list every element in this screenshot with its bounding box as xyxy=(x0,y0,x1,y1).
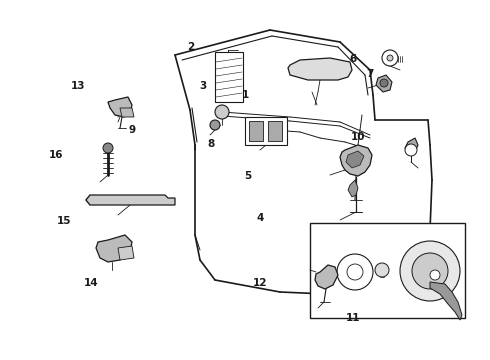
Circle shape xyxy=(382,50,398,66)
Polygon shape xyxy=(118,246,134,260)
Text: 11: 11 xyxy=(345,312,360,323)
Circle shape xyxy=(103,143,113,153)
Circle shape xyxy=(347,264,363,280)
Polygon shape xyxy=(315,265,338,289)
Text: 7: 7 xyxy=(366,69,374,79)
Text: 8: 8 xyxy=(207,139,214,149)
Polygon shape xyxy=(405,138,418,153)
Text: 10: 10 xyxy=(350,132,365,142)
Bar xyxy=(310,223,465,318)
Circle shape xyxy=(375,263,389,277)
Polygon shape xyxy=(376,75,392,92)
Polygon shape xyxy=(120,108,134,117)
Bar xyxy=(245,117,287,145)
Polygon shape xyxy=(348,180,358,197)
Circle shape xyxy=(380,79,388,87)
Circle shape xyxy=(405,144,417,156)
Circle shape xyxy=(412,253,448,289)
Text: 13: 13 xyxy=(71,81,86,91)
Text: 4: 4 xyxy=(256,213,264,223)
Bar xyxy=(268,121,282,141)
Text: 9: 9 xyxy=(129,125,136,135)
Circle shape xyxy=(430,270,440,280)
Text: 16: 16 xyxy=(49,150,64,160)
Text: 1: 1 xyxy=(242,90,248,100)
Text: 3: 3 xyxy=(200,81,207,91)
Circle shape xyxy=(387,55,393,61)
Bar xyxy=(249,121,263,141)
Polygon shape xyxy=(346,151,364,168)
Text: 12: 12 xyxy=(252,278,267,288)
Polygon shape xyxy=(86,195,175,205)
Polygon shape xyxy=(430,282,462,320)
Polygon shape xyxy=(108,97,132,117)
Polygon shape xyxy=(96,235,132,262)
Polygon shape xyxy=(340,145,372,176)
Text: 14: 14 xyxy=(83,278,98,288)
Text: 6: 6 xyxy=(349,54,356,64)
Circle shape xyxy=(215,105,229,119)
Circle shape xyxy=(210,120,220,130)
Polygon shape xyxy=(288,58,352,80)
Circle shape xyxy=(400,241,460,301)
Text: 15: 15 xyxy=(56,216,71,226)
Text: 2: 2 xyxy=(188,42,195,52)
Bar xyxy=(215,52,243,102)
Circle shape xyxy=(337,254,373,290)
Text: 5: 5 xyxy=(244,171,251,181)
